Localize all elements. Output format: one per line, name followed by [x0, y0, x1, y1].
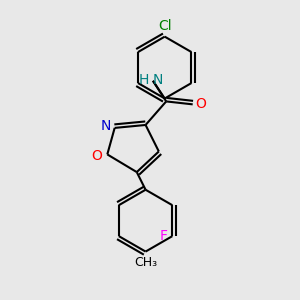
- Text: O: O: [196, 97, 206, 111]
- Text: Cl: Cl: [158, 19, 172, 33]
- Text: N: N: [153, 73, 163, 87]
- Text: O: O: [91, 149, 102, 163]
- Text: CH₃: CH₃: [134, 256, 157, 269]
- Text: F: F: [160, 229, 168, 242]
- Text: N: N: [101, 118, 111, 133]
- Text: H: H: [139, 73, 149, 87]
